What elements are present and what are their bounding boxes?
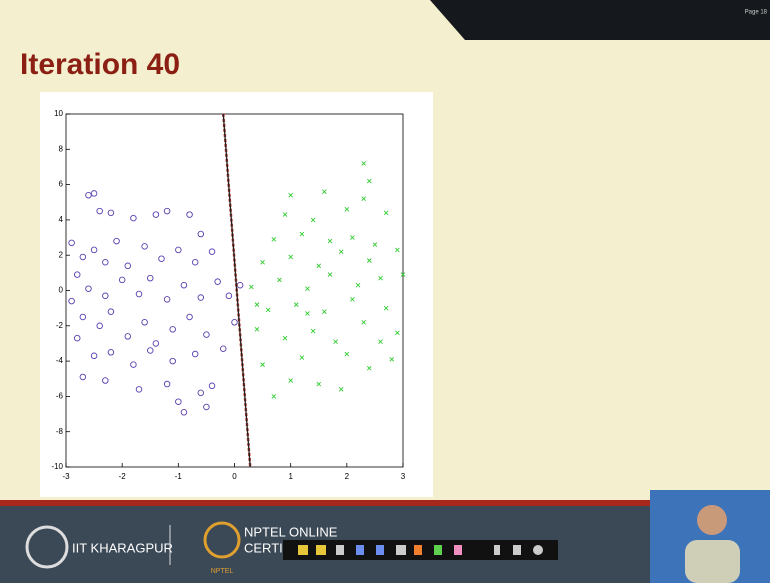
- presenter-head: [697, 505, 727, 535]
- nptel-logo-text: NPTEL: [211, 568, 234, 575]
- y-tick-label: 4: [59, 215, 64, 224]
- y-tick-label: 2: [59, 250, 64, 259]
- y-tick-label: 8: [59, 144, 64, 153]
- x-tick-label: 3: [401, 472, 406, 481]
- y-tick-label: 0: [59, 286, 64, 295]
- y-tick-label: -6: [56, 392, 64, 401]
- x-tick-label: 1: [288, 472, 293, 481]
- x-tick-label: -1: [175, 472, 183, 481]
- institute: IIT KHARAGPUR: [72, 540, 173, 555]
- x-tick-label: -3: [62, 472, 70, 481]
- y-tick-label: -4: [56, 356, 64, 365]
- slide-title: Iteration 40: [20, 48, 180, 81]
- x-tick-label: -2: [119, 472, 127, 481]
- y-tick-label: -2: [56, 321, 64, 330]
- y-tick-label: 10: [54, 109, 63, 118]
- x-tick-label: 0: [232, 472, 237, 481]
- presenter-body: [685, 540, 740, 583]
- y-tick-label: -10: [51, 462, 63, 471]
- x-tick-label: 2: [345, 472, 350, 481]
- page-label: Page 18: [745, 10, 768, 16]
- y-tick-label: 6: [59, 180, 64, 189]
- slide: Page 18 Iteration 40 -3-2-10123-10-8-6-4…: [0, 0, 770, 583]
- page: {"page_label": "Page 18", "slide_title":…: [0, 0, 770, 583]
- y-tick-label: -8: [56, 427, 64, 436]
- header-band: [430, 0, 770, 40]
- course-line1: NPTEL ONLINE: [244, 524, 338, 539]
